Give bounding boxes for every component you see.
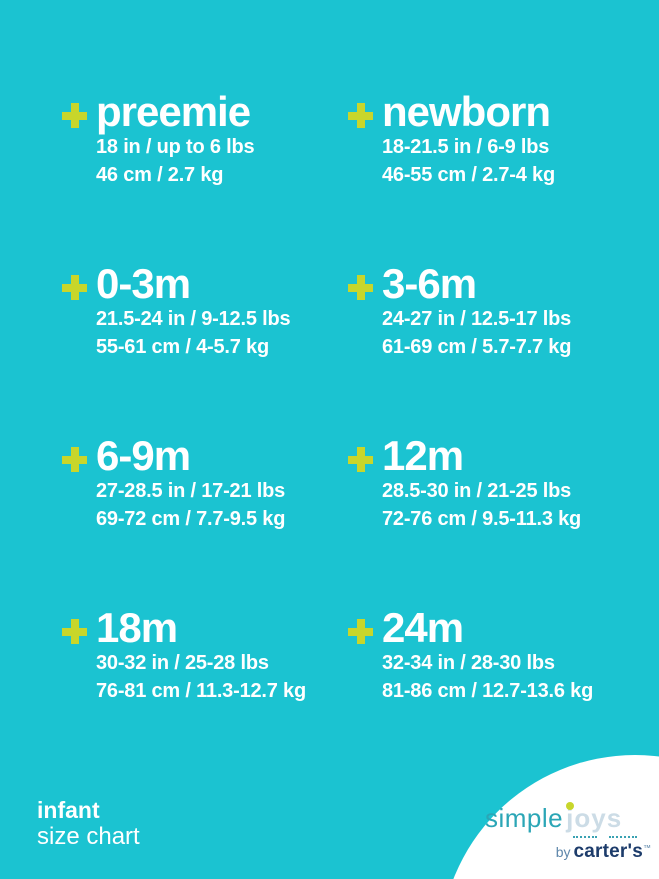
size-entry-24m: 24m 32-34 in / 28-30 lbs 81-86 cm / 12.7…: [348, 604, 628, 780]
size-entry-text: 3-6m 24-27 in / 12.5-17 lbs 61-69 cm / 5…: [382, 260, 572, 360]
size-label: 3-6m: [382, 260, 477, 307]
size-metric: 46-55 cm / 2.7-4 kg: [382, 164, 555, 186]
size-entry-text: 0-3m 21.5-24 in / 9-12.5 lbs 55-61 cm / …: [96, 260, 291, 360]
logo-word-simple: simple: [485, 803, 564, 833]
plus-icon: [62, 275, 87, 300]
size-imperial: 28.5-30 in / 21-25 lbs: [382, 480, 572, 502]
plus-icon: [348, 619, 373, 644]
size-metric: 55-61 cm / 4-5.7 kg: [96, 336, 269, 358]
size-metric: 76-81 cm / 11.3-12.7 kg: [96, 680, 306, 702]
size-entry-18m: 18m 30-32 in / 25-28 lbs 76-81 cm / 11.3…: [62, 604, 348, 780]
chart-title-line2: size chart: [37, 823, 140, 850]
byline-by: by: [555, 844, 571, 860]
size-label: 12m: [382, 432, 464, 479]
size-imperial: 21.5-24 in / 9-12.5 lbs: [96, 308, 291, 330]
stitch-segment: [609, 836, 637, 838]
plus-icon: [62, 447, 87, 472]
size-entry-text: 18m 30-32 in / 25-28 lbs 76-81 cm / 11.3…: [96, 604, 306, 704]
brand-byline: by carter's™: [485, 841, 657, 863]
stitch-dots-icon: [573, 836, 657, 838]
size-label: newborn: [382, 88, 551, 135]
size-entry-3-6m: 3-6m 24-27 in / 12.5-17 lbs 61-69 cm / 5…: [348, 260, 628, 436]
trademark-symbol: ™: [643, 843, 651, 853]
logo-word-joys: j oys: [566, 802, 623, 834]
size-label: 24m: [382, 604, 464, 651]
size-label: 6-9m: [96, 432, 191, 479]
chart-title-line1: infant: [37, 797, 100, 823]
size-metric: 81-86 cm / 12.7-13.6 kg: [382, 680, 594, 702]
size-entry-text: 24m 32-34 in / 28-30 lbs 81-86 cm / 12.7…: [382, 604, 594, 704]
logo-joys-rest: oys: [574, 803, 623, 833]
brand-logo: simple j oys by carter's™: [485, 802, 657, 863]
size-imperial: 32-34 in / 28-30 lbs: [382, 652, 555, 674]
size-grid: preemie 18 in / up to 6 lbs 46 cm / 2.7 …: [62, 88, 628, 780]
plus-icon: [348, 447, 373, 472]
size-metric: 72-76 cm / 9.5-11.3 kg: [382, 508, 582, 530]
size-entry-newborn: newborn 18-21.5 in / 6-9 lbs 46-55 cm / …: [348, 88, 628, 264]
size-label: preemie: [96, 88, 251, 135]
size-imperial: 27-28.5 in / 17-21 lbs: [96, 480, 286, 502]
size-metric: 46 cm / 2.7 kg: [96, 164, 224, 186]
size-entry-0-3m: 0-3m 21.5-24 in / 9-12.5 lbs 55-61 cm / …: [62, 260, 348, 436]
size-entry-text: newborn 18-21.5 in / 6-9 lbs 46-55 cm / …: [382, 88, 555, 188]
size-entry-text: 6-9m 27-28.5 in / 17-21 lbs 69-72 cm / 7…: [96, 432, 286, 532]
plus-icon: [62, 619, 87, 644]
size-metric: 69-72 cm / 7.7-9.5 kg: [96, 508, 286, 530]
size-entry-12m: 12m 28.5-30 in / 21-25 lbs 72-76 cm / 9.…: [348, 432, 628, 608]
size-label: 18m: [96, 604, 178, 651]
size-entry-text: 12m 28.5-30 in / 21-25 lbs 72-76 cm / 9.…: [382, 432, 582, 532]
plus-icon: [348, 103, 373, 128]
lime-dot-icon: [566, 802, 575, 810]
size-imperial: 18 in / up to 6 lbs: [96, 136, 255, 158]
plus-icon: [348, 275, 373, 300]
byline-carters: carter's: [573, 841, 643, 862]
size-entry-6-9m: 6-9m 27-28.5 in / 17-21 lbs 69-72 cm / 7…: [62, 432, 348, 608]
size-entry-preemie: preemie 18 in / up to 6 lbs 46 cm / 2.7 …: [62, 88, 348, 264]
plus-icon: [62, 103, 87, 128]
size-entry-text: preemie 18 in / up to 6 lbs 46 cm / 2.7 …: [96, 88, 255, 188]
size-imperial: 30-32 in / 25-28 lbs: [96, 652, 269, 674]
size-imperial: 24-27 in / 12.5-17 lbs: [382, 308, 572, 330]
brand-logo-wordmark: simple j oys: [485, 802, 657, 834]
size-metric: 61-69 cm / 5.7-7.7 kg: [382, 336, 572, 358]
stitch-segment: [573, 836, 597, 838]
chart-title: infant size chart: [37, 797, 140, 850]
size-label: 0-3m: [96, 260, 191, 307]
logo-joys-j: j: [566, 803, 575, 833]
size-imperial: 18-21.5 in / 6-9 lbs: [382, 136, 550, 158]
